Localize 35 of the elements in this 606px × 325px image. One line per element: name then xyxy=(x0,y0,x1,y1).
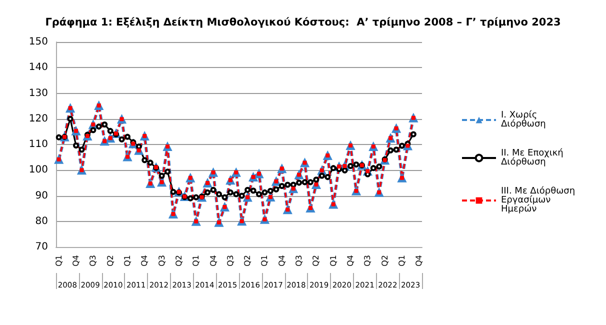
x-tick-label: Q3 xyxy=(363,255,372,266)
x-tick-label: Q2 xyxy=(312,255,321,266)
y-tick-label: 140 xyxy=(28,62,48,74)
x-tick-label: Q4 xyxy=(277,255,286,266)
x-tick-label: Q1 xyxy=(328,255,338,266)
y-tick-label: 70 xyxy=(35,242,48,252)
x-tick-label: Q3 xyxy=(226,255,235,266)
x-tick-label: Q1 xyxy=(260,255,270,266)
x-tick-label: Q3 xyxy=(157,255,166,266)
x-tick-label: Q1 xyxy=(397,255,406,266)
x-tick-label: Q4 xyxy=(346,255,356,266)
x-tick-label: Q4 xyxy=(72,255,81,266)
legend-label: II. Με Εποχική Διόρθωση xyxy=(501,148,566,168)
x-tick-label: Q1 xyxy=(122,255,132,266)
y-tick-label: 80 xyxy=(35,216,48,227)
x-tick-label: Q3 xyxy=(294,255,304,266)
y-tick-label: 130 xyxy=(28,88,48,99)
x-tick-label: Q1 xyxy=(54,255,64,266)
chart-title: Γράφημα 1: Εξέλιξη Δείκτη Μισθολογικού Κόστους: Α’ τρίμηνο 2008 – Γ’ τρίμηνο 2023 xyxy=(45,16,561,28)
x-tick-label: Q2 xyxy=(380,255,390,266)
legend-label: III. Με Διόρθωση Εργασίμων Ημερών xyxy=(501,186,578,214)
y-tick-label: 90 xyxy=(35,190,48,202)
x-tick-label: Q4 xyxy=(414,255,424,266)
y-tick-label: 120 xyxy=(28,113,48,124)
x-tick-label: Q1 xyxy=(192,255,201,266)
x-tick-label: Q4 xyxy=(140,255,150,266)
x-tick-label: Q3 xyxy=(88,255,98,266)
x-tick-label: Q2 xyxy=(174,255,184,266)
y-tick-label: 150 xyxy=(28,36,48,48)
y-tick-label: 100 xyxy=(28,164,48,176)
x-tick-label: Q2 xyxy=(106,255,115,266)
legend-label: I. Χωρίς Διόρθωση xyxy=(501,110,546,130)
y-tick-label: 110 xyxy=(28,139,48,150)
x-tick-label: Q4 xyxy=(208,255,218,266)
x-tick-label: Q2 xyxy=(243,255,252,266)
